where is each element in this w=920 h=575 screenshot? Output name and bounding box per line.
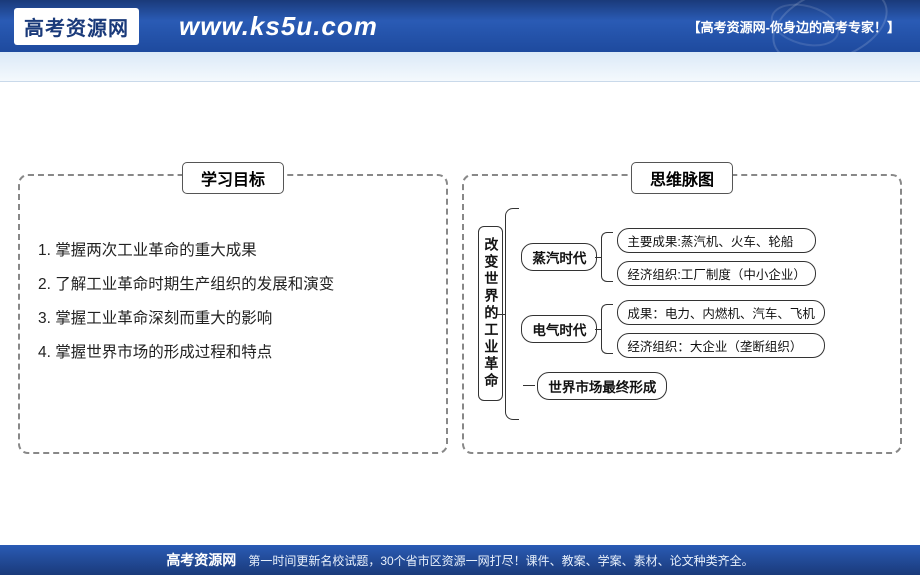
goal-item: 4. 掌握世界市场的形成过程和特点 bbox=[38, 336, 428, 370]
branch-world-market: 世界市场最终形成 bbox=[521, 372, 890, 400]
mindmap-panel: 思维脉图 改变世界的工业革命 蒸汽时代 主要成果:蒸汽机、火车、轮船 经济组织:… bbox=[462, 174, 902, 454]
panel-title: 学习目标 bbox=[182, 162, 284, 194]
branch-electric-era: 电气时代 成果：电力、内燃机、汽车、飞机 经济组织：大企业（垄断组织） bbox=[521, 300, 890, 358]
bracket-icon bbox=[601, 304, 613, 354]
branch-label: 电气时代 bbox=[521, 315, 597, 343]
leaf-node: 成果：电力、内燃机、汽车、飞机 bbox=[617, 300, 825, 325]
branch-label: 蒸汽时代 bbox=[521, 243, 597, 271]
goal-item: 3. 掌握工业革命深刻而重大的影响 bbox=[38, 302, 428, 336]
sub-banner bbox=[0, 52, 920, 82]
leaf-node: 主要成果:蒸汽机、火车、轮船 bbox=[617, 228, 815, 253]
goal-item: 1. 掌握两次工业革命的重大成果 bbox=[38, 234, 428, 268]
connector-line bbox=[523, 385, 535, 387]
goal-item: 2. 了解工业革命时期生产组织的发展和演变 bbox=[38, 268, 428, 302]
leaf-node: 经济组织:工厂制度（中小企业） bbox=[617, 261, 815, 286]
footer-banner: 高考资源网 第一时间更新名校试题，30个省市区资源一网打尽！课件、教案、学案、素… bbox=[0, 545, 920, 575]
branch-label: 世界市场最终形成 bbox=[537, 372, 667, 400]
mindmap: 改变世界的工业革命 蒸汽时代 主要成果:蒸汽机、火车、轮船 经济组织:工厂制度（… bbox=[478, 196, 890, 432]
leaf-node: 经济组织：大企业（垄断组织） bbox=[617, 333, 825, 358]
footer-text: 第一时间更新名校试题，30个省市区资源一网打尽！课件、教案、学案、素材、论文种类… bbox=[248, 552, 753, 569]
header-banner: 高考资源网 www.ks5u.com 【高考资源网-你身边的高考专家！】 bbox=[0, 0, 920, 52]
site-url: www.ks5u.com bbox=[179, 11, 378, 42]
learning-goals-panel: 学习目标 1. 掌握两次工业革命的重大成果 2. 了解工业革命时期生产组织的发展… bbox=[18, 174, 448, 454]
branch-steam-era: 蒸汽时代 主要成果:蒸汽机、火车、轮船 经济组织:工厂制度（中小企业） bbox=[521, 228, 890, 286]
leaf-group: 主要成果:蒸汽机、火车、轮船 经济组织:工厂制度（中小企业） bbox=[617, 228, 815, 286]
content-area: 学习目标 1. 掌握两次工业革命的重大成果 2. 了解工业革命时期生产组织的发展… bbox=[0, 82, 920, 545]
bracket-icon bbox=[601, 232, 613, 282]
panel-title: 思维脉图 bbox=[631, 162, 733, 194]
branch-container: 蒸汽时代 主要成果:蒸汽机、火车、轮船 经济组织:工厂制度（中小企业） 电气时代… bbox=[521, 228, 890, 400]
bracket-icon bbox=[505, 208, 519, 420]
goals-list: 1. 掌握两次工业革命的重大成果 2. 了解工业革命时期生产组织的发展和演变 3… bbox=[38, 234, 428, 370]
site-tagline: 【高考资源网-你身边的高考专家！】 bbox=[688, 17, 900, 36]
site-logo: 高考资源网 bbox=[14, 8, 139, 45]
leaf-group: 成果：电力、内燃机、汽车、飞机 经济组织：大企业（垄断组织） bbox=[617, 300, 825, 358]
footer-logo: 高考资源网 bbox=[166, 550, 236, 570]
